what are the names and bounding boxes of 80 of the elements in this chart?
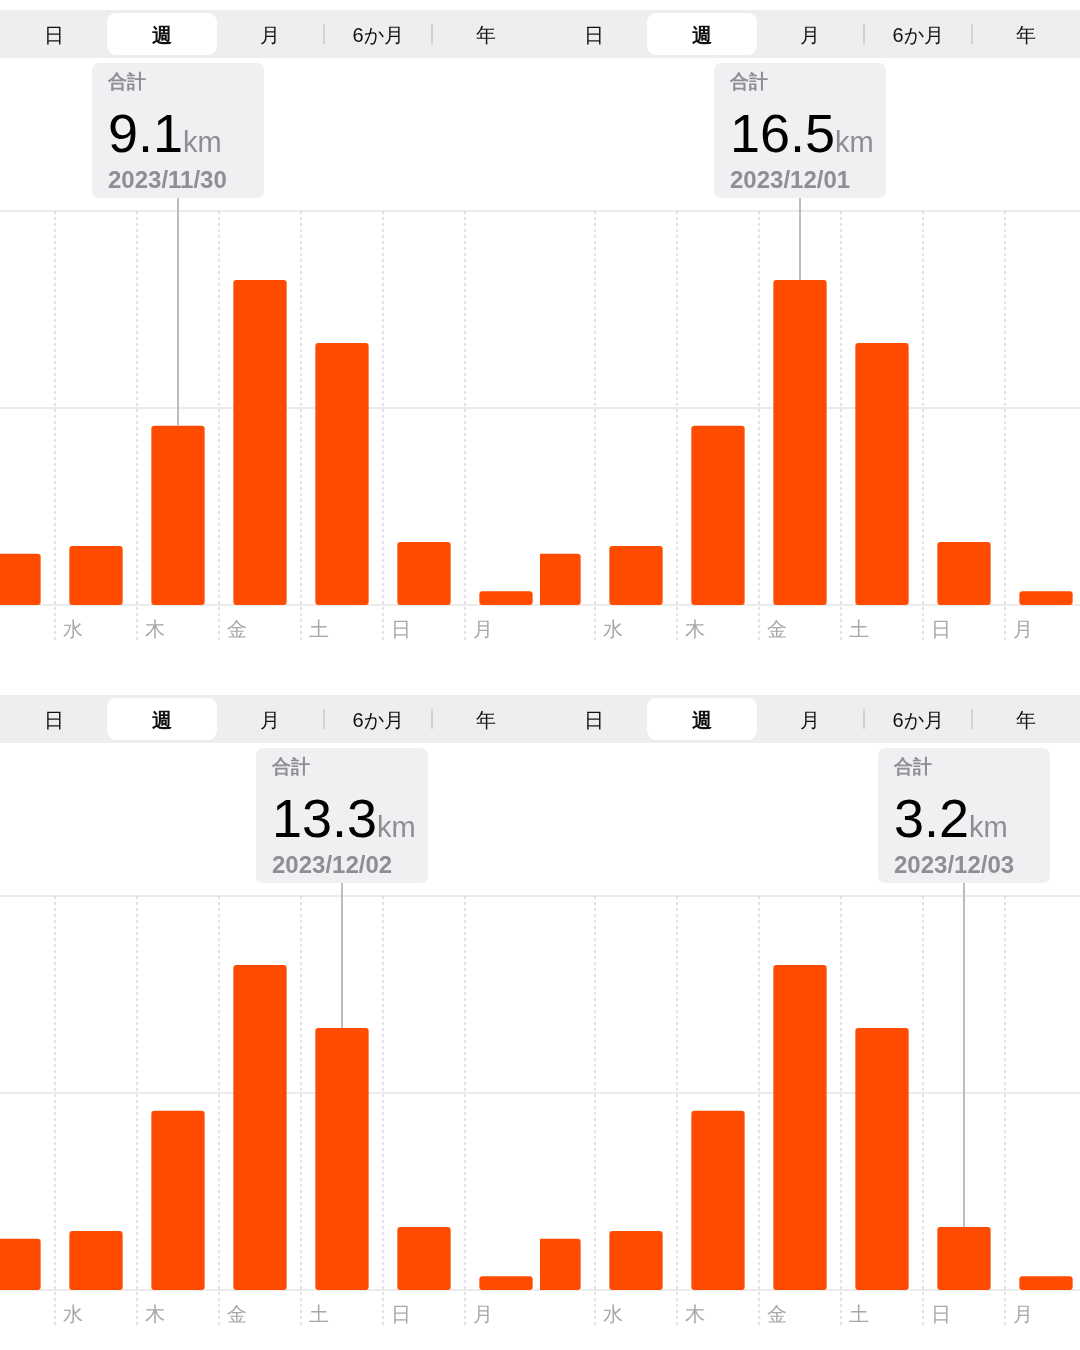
bar [151,425,205,605]
data-label: 3.2km [894,788,1008,848]
x-tick-label: 木 [145,618,165,640]
text: 週 [151,709,172,731]
bar [855,1027,909,1290]
bar [1019,1276,1073,1290]
x-tick-label: 木 [685,1303,705,1325]
text: 2023/12/01 [730,166,851,193]
text: 週 [691,709,712,731]
text: 月 [260,709,280,731]
x-tick-label: 日 [391,618,411,640]
data-label: 16.5km [730,103,874,163]
text: 6か月 [892,709,944,731]
x-tick-label: 木 [145,1303,165,1325]
text: 合計 [107,71,146,92]
x-tick-label: 木 [685,618,705,640]
data-label: 13.3km [272,788,416,848]
x-tick-label: 金 [227,1303,247,1325]
x-tick-label: 日 [931,618,951,640]
x-tick-label: 月 [473,1303,493,1325]
bar [691,425,745,605]
bar [233,964,287,1290]
bar [233,279,287,605]
text: 年 [476,24,496,46]
text: 日 [44,709,64,731]
bar [397,1226,451,1290]
bar [1019,591,1073,605]
x-tick-label: 月 [1013,1303,1033,1325]
bar [773,279,827,605]
text: 日 [584,709,604,731]
text: 週 [691,24,712,46]
x-tick-label: 土 [849,1303,869,1325]
bar [69,1230,123,1290]
bar [773,964,827,1290]
bar [315,342,369,605]
bar [69,545,123,605]
bar [397,541,451,605]
bar [315,1027,369,1290]
x-tick-label: 土 [309,618,329,640]
data-label: 9.1km [108,103,222,163]
x-tick-label: 日 [931,1303,951,1325]
text: 月 [800,24,820,46]
x-tick-label: 金 [767,1303,787,1325]
text: 2023/11/30 [108,166,227,193]
text: 2023/12/02 [272,851,393,878]
x-tick-label: 日 [391,1303,411,1325]
x-tick-label: 土 [309,1303,329,1325]
x-tick-label: 水 [603,618,623,640]
bar [937,1226,991,1290]
text: 日 [584,24,604,46]
x-tick-label: 月 [1013,618,1033,640]
text: 週 [151,24,172,46]
text: 日 [44,24,64,46]
x-tick-label: 金 [767,618,787,640]
bar [151,1110,205,1290]
text: 2023/12/03 [894,851,1015,878]
bar [855,342,909,605]
x-tick-label: 水 [63,1303,83,1325]
text: 年 [1016,24,1036,46]
x-tick-label: 月 [473,618,493,640]
text: 年 [1016,709,1036,731]
x-tick-label: 金 [227,618,247,640]
text: 6か月 [352,709,404,731]
bar [937,541,991,605]
bar [609,1230,663,1290]
bar [479,591,533,605]
bar [691,1110,745,1290]
bar [609,545,663,605]
text: 合計 [271,756,310,777]
x-tick-label: 土 [849,618,869,640]
x-tick-label: 水 [603,1303,623,1325]
text: 6か月 [352,24,404,46]
text: 合計 [893,756,932,777]
text: 月 [260,24,280,46]
text: 6か月 [892,24,944,46]
bar [479,1276,533,1290]
text: 年 [476,709,496,731]
text: 月 [800,709,820,731]
x-tick-label: 水 [63,618,83,640]
text: 合計 [729,71,768,92]
